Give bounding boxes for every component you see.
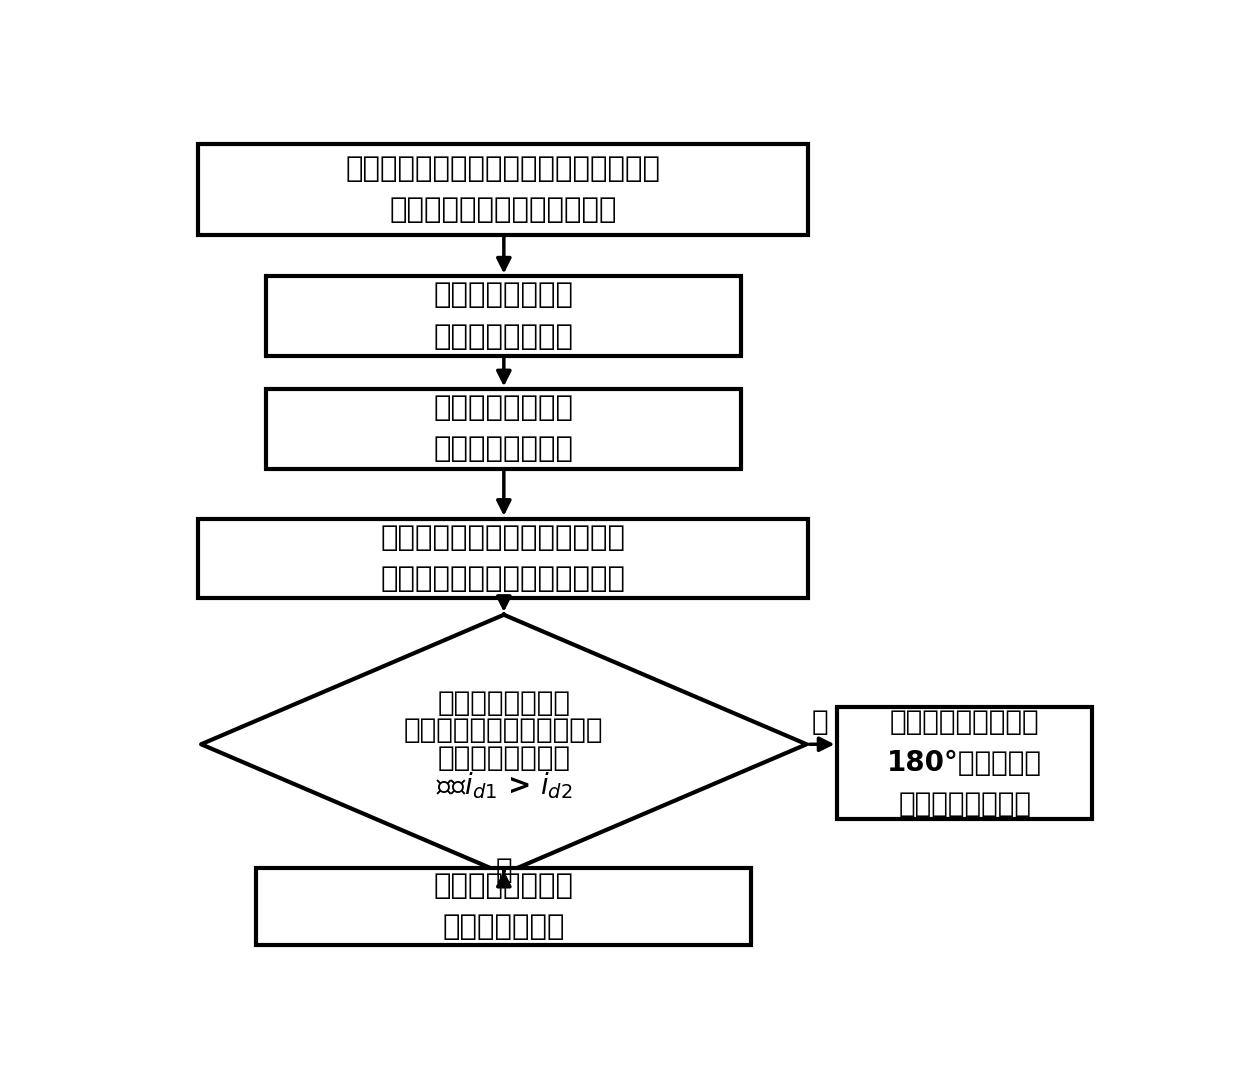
Bar xyxy=(255,868,751,945)
Text: 否: 否 xyxy=(812,707,828,736)
Text: 固定注入电压幅值
选取注入电压频率: 固定注入电压幅值 选取注入电压频率 xyxy=(433,394,573,463)
Bar xyxy=(198,519,808,598)
Text: 是: 是 xyxy=(496,856,512,884)
Text: 固定注入电压频率
选取注入电压幅值: 固定注入电压频率 选取注入电压幅值 xyxy=(433,281,573,350)
Text: 第一个峰值位置即
为转子初始位置: 第一个峰值位置即 为转子初始位置 xyxy=(433,871,573,941)
Text: 考察电流响应是否: 考察电流响应是否 xyxy=(438,744,570,773)
Text: 第一个峰值位置加减
180°（电角度）
即为转子初始位置: 第一个峰值位置加减 180°（电角度） 即为转子初始位置 xyxy=(887,707,1042,818)
Text: 存在$i_{d1}$ > $i_{d2}$: 存在$i_{d1}$ > $i_{d2}$ xyxy=(435,770,572,801)
Bar xyxy=(198,144,808,234)
Bar xyxy=(265,390,742,469)
Bar xyxy=(837,706,1092,819)
Bar xyxy=(265,277,742,356)
Text: 高频注入，角度优化扫描，提取
高频电流幅值曲线一个峰值位置: 高频注入，角度优化扫描，提取 高频电流幅值曲线一个峰值位置 xyxy=(381,524,626,593)
Text: 两个峰值位置进行: 两个峰值位置进行 xyxy=(438,689,570,717)
Text: 高频注入，角度递增扫描，提取高频电流
幅值曲线，验证电机凸极效应: 高频注入，角度递增扫描，提取高频电流 幅值曲线，验证电机凸极效应 xyxy=(346,155,661,225)
Text: 极性判断，注入恒定脉冲，: 极性判断，注入恒定脉冲， xyxy=(404,716,604,744)
Polygon shape xyxy=(201,615,806,873)
